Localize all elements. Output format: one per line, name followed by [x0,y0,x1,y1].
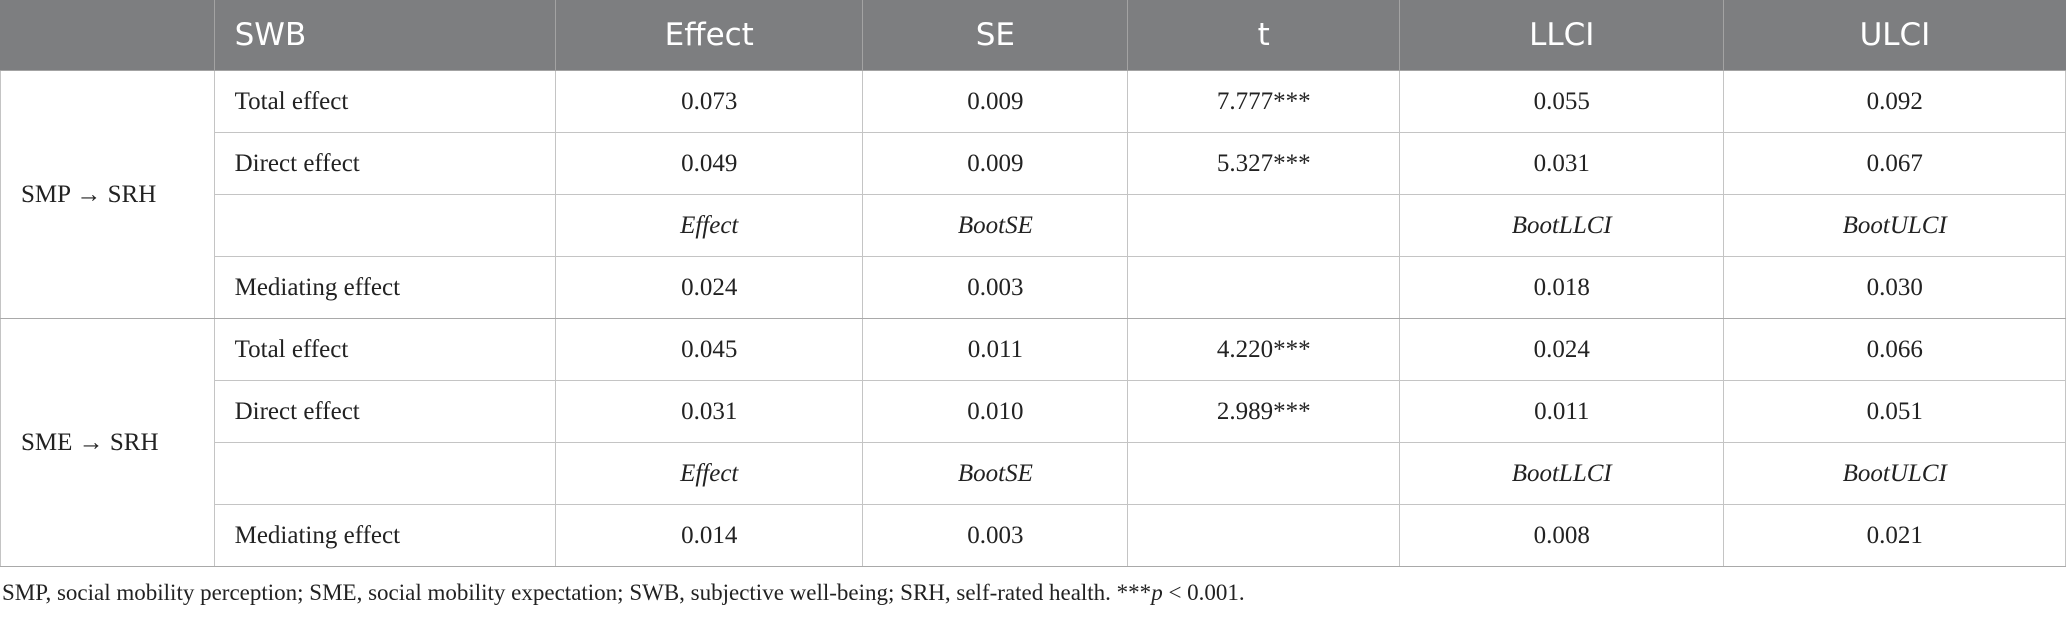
boot-ulci-label: BootULCI [1842,211,1947,239]
llci-cell: 0.031 [1399,132,1725,195]
table-row: Mediating effect 0.024 0.003 0.018 0.030 [1,256,2066,319]
boot-se-label: BootSE [957,459,1033,487]
ulci-cell: 0.021 [1723,504,2066,567]
effect-cell: 0.024 [555,256,864,319]
table-footnote: SMP, social mobility perception; SME, so… [2,580,1245,606]
llci-cell: 0.024 [1399,318,1725,381]
ulci-cell: 0.051 [1723,380,2066,443]
effect-cell: 0.049 [555,132,864,195]
table-row: Direct effect 0.031 0.010 2.989*** 0.011… [1,380,2066,443]
row-label: Total effect [213,70,557,133]
se-cell: 0.010 [862,380,1129,443]
row-label [213,194,557,257]
footnote-text: SMP, social mobility perception; SME, so… [2,580,1152,605]
llci-cell: BootLLCI [1399,194,1725,257]
t-cell [1127,256,1401,319]
llci-cell: 0.011 [1399,380,1725,443]
effect-cell: Effect [555,194,864,257]
llci-cell: 0.018 [1399,256,1725,319]
ulci-cell: 0.092 [1723,70,2066,133]
footnote-p-symbol: p [1151,580,1163,605]
ulci-cell: 0.066 [1723,318,2066,381]
header-ulci: ULCI [1723,0,2066,71]
se-cell: BootSE [862,194,1129,257]
row-label: Total effect [213,318,557,381]
header-t: t [1127,0,1400,71]
effect-cell: Effect [555,442,864,505]
ulci-cell: 0.030 [1723,256,2066,319]
row-label [213,442,557,505]
group-label: SMP → SRH [0,70,215,319]
boot-effect-label: Effect [680,459,739,487]
header-blank-cell [0,0,215,71]
se-cell: BootSE [862,442,1129,505]
t-cell [1127,504,1401,567]
header-llci: LLCI [1399,0,1724,71]
footnote-p-threshold: < 0.001. [1162,580,1245,605]
row-label: Direct effect [213,380,557,443]
ulci-cell: 0.067 [1723,132,2066,195]
se-cell: 0.003 [862,256,1129,319]
table-row: Mediating effect 0.014 0.003 0.008 0.021 [1,504,2066,567]
t-cell: 5.327*** [1127,132,1401,195]
ulci-cell: BootULCI [1723,194,2066,257]
boot-llci-label: BootLLCI [1511,459,1612,487]
se-cell: 0.009 [862,132,1129,195]
boot-se-label: BootSE [957,211,1033,239]
row-label: Mediating effect [213,256,557,319]
effect-cell: 0.073 [555,70,864,133]
header-effect: Effect [555,0,863,71]
table-row: SME → SRH Total effect 0.045 0.011 4.220… [0,318,2066,567]
table-row: SMP → SRH Total effect 0.073 0.009 7.777… [0,70,2066,319]
t-cell: 2.989*** [1127,380,1401,443]
llci-cell: 0.008 [1399,504,1725,567]
t-cell: 4.220*** [1127,318,1401,381]
llci-cell: 0.055 [1399,70,1725,133]
effect-cell: 0.045 [555,318,864,381]
boot-llci-label: BootLLCI [1511,211,1612,239]
se-cell: 0.011 [862,318,1129,381]
boot-subheader-row: Effect BootSE BootLLCI BootULCI [1,442,2066,505]
group-label: SME → SRH [0,318,215,567]
header-swb: SWB [213,0,556,71]
table-row: Direct effect 0.049 0.009 5.327*** 0.031… [1,132,2066,195]
boot-effect-label: Effect [680,211,739,239]
row-label: Mediating effect [213,504,557,567]
t-cell [1127,442,1401,505]
se-cell: 0.003 [862,504,1129,567]
effect-cell: 0.014 [555,504,864,567]
row-label: Direct effect [213,132,557,195]
ulci-cell: BootULCI [1723,442,2066,505]
effect-cell: 0.031 [555,380,864,443]
t-cell: 7.777*** [1127,70,1401,133]
t-cell [1127,194,1401,257]
llci-cell: BootLLCI [1399,442,1725,505]
results-table: SWB Effect SE t LLCI ULCI SMP → SRH Tota… [0,0,2066,567]
se-cell: 0.009 [862,70,1129,133]
boot-ulci-label: BootULCI [1842,459,1947,487]
header-row: SWB Effect SE t LLCI ULCI [0,0,2066,71]
boot-subheader-row: Effect BootSE BootLLCI BootULCI [1,194,2066,257]
header-se: SE [862,0,1128,71]
